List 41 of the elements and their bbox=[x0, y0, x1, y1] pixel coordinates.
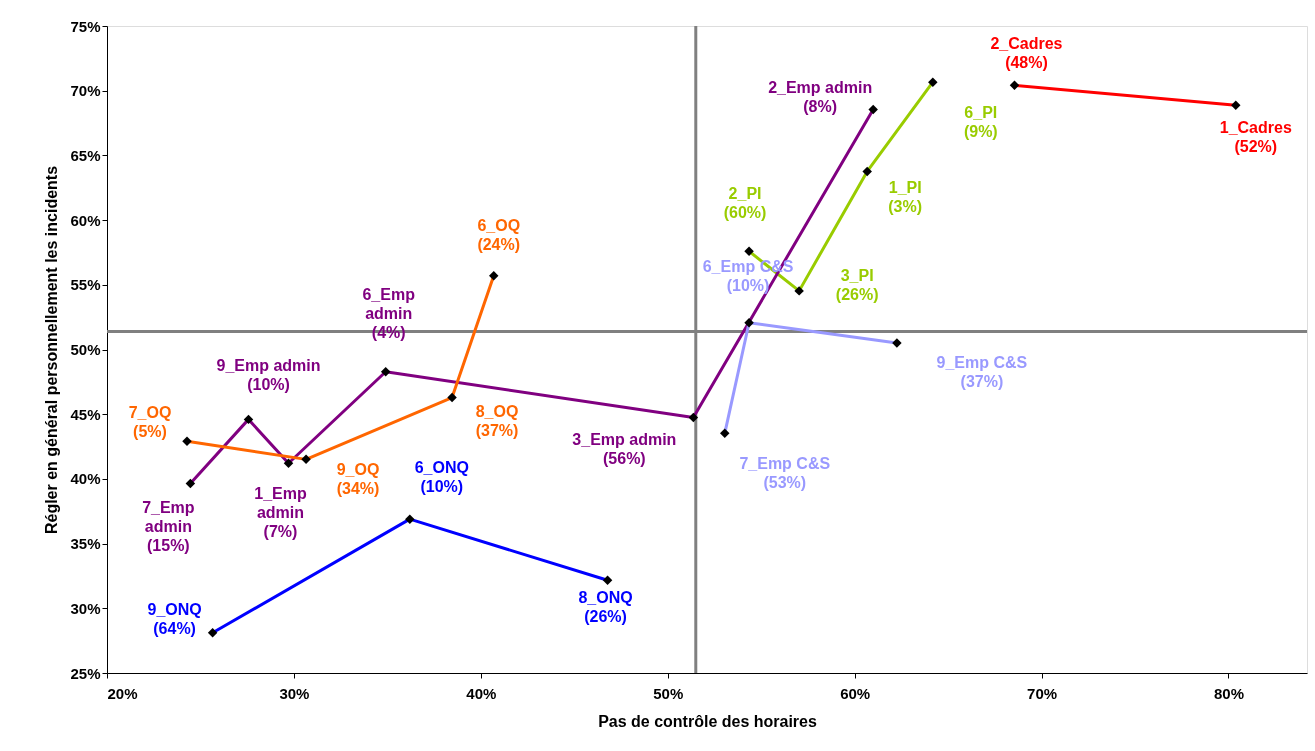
y-tick-label: 70% bbox=[70, 82, 101, 100]
x-tick-label: 30% bbox=[279, 684, 310, 702]
annotation: 7_OQ (5%) bbox=[128, 403, 172, 440]
y-tick-label: 75% bbox=[70, 17, 101, 35]
annotation: 6_OQ (24%) bbox=[477, 217, 521, 254]
annotation: 6_PI (9%) bbox=[963, 103, 998, 140]
y-tick-label: 25% bbox=[70, 664, 101, 682]
annotation: 9_Emp admin (10%) bbox=[216, 356, 321, 393]
annotation: 9_Emp C&S (37%) bbox=[936, 354, 1028, 391]
annotation: 7_Emp C&S (53%) bbox=[739, 454, 831, 491]
x-tick-label: 40% bbox=[466, 684, 497, 702]
annotation: 1_PI (3%) bbox=[888, 178, 923, 215]
y-tick-label: 30% bbox=[70, 599, 101, 617]
x-tick-label: 60% bbox=[840, 684, 871, 702]
y-tick-label: 50% bbox=[70, 341, 101, 358]
y-tick-label: 60% bbox=[70, 211, 101, 229]
x-axis-title: Pas de contrôle des horaires bbox=[598, 712, 817, 730]
x-tick-label: 50% bbox=[653, 684, 684, 702]
y-tick-label: 40% bbox=[70, 470, 101, 488]
y-tick-label: 55% bbox=[70, 276, 101, 294]
y-tick-label: 45% bbox=[70, 405, 101, 423]
annotation: 9_ONQ (64%) bbox=[147, 601, 202, 638]
annotation: 1_Emp admin (7%) bbox=[254, 485, 307, 541]
y-tick-label: 65% bbox=[70, 146, 101, 164]
y-axis-title: Régler en général personnellement les incidents bbox=[43, 165, 61, 535]
annotation: 2_PI (60%) bbox=[723, 184, 767, 221]
annotation: 1_Cadres (52%) bbox=[1219, 118, 1292, 155]
y-tick-label: 35% bbox=[70, 535, 101, 553]
x-tick-label: 70% bbox=[1027, 684, 1058, 702]
annotation: 3_PI (26%) bbox=[835, 267, 879, 304]
annotation: 6_ONQ (10%) bbox=[414, 458, 469, 495]
annotation: 2_Emp admin (8%) bbox=[768, 78, 873, 115]
x-tick-label: 80% bbox=[1213, 684, 1245, 702]
annotation: 9_OQ (34%) bbox=[336, 460, 380, 497]
annotation: 7_Emp admin (15%) bbox=[142, 499, 195, 555]
annotation: 8_ONQ (26%) bbox=[578, 588, 633, 625]
annotation: 6_Emp admin (4%) bbox=[362, 285, 416, 341]
annotation: 2_Cadres (48%) bbox=[990, 34, 1063, 71]
x-tick-label: 20% bbox=[107, 684, 138, 702]
annotation: 8_OQ (37%) bbox=[475, 403, 519, 440]
annotation: 3_Emp admin (56%) bbox=[572, 430, 677, 467]
